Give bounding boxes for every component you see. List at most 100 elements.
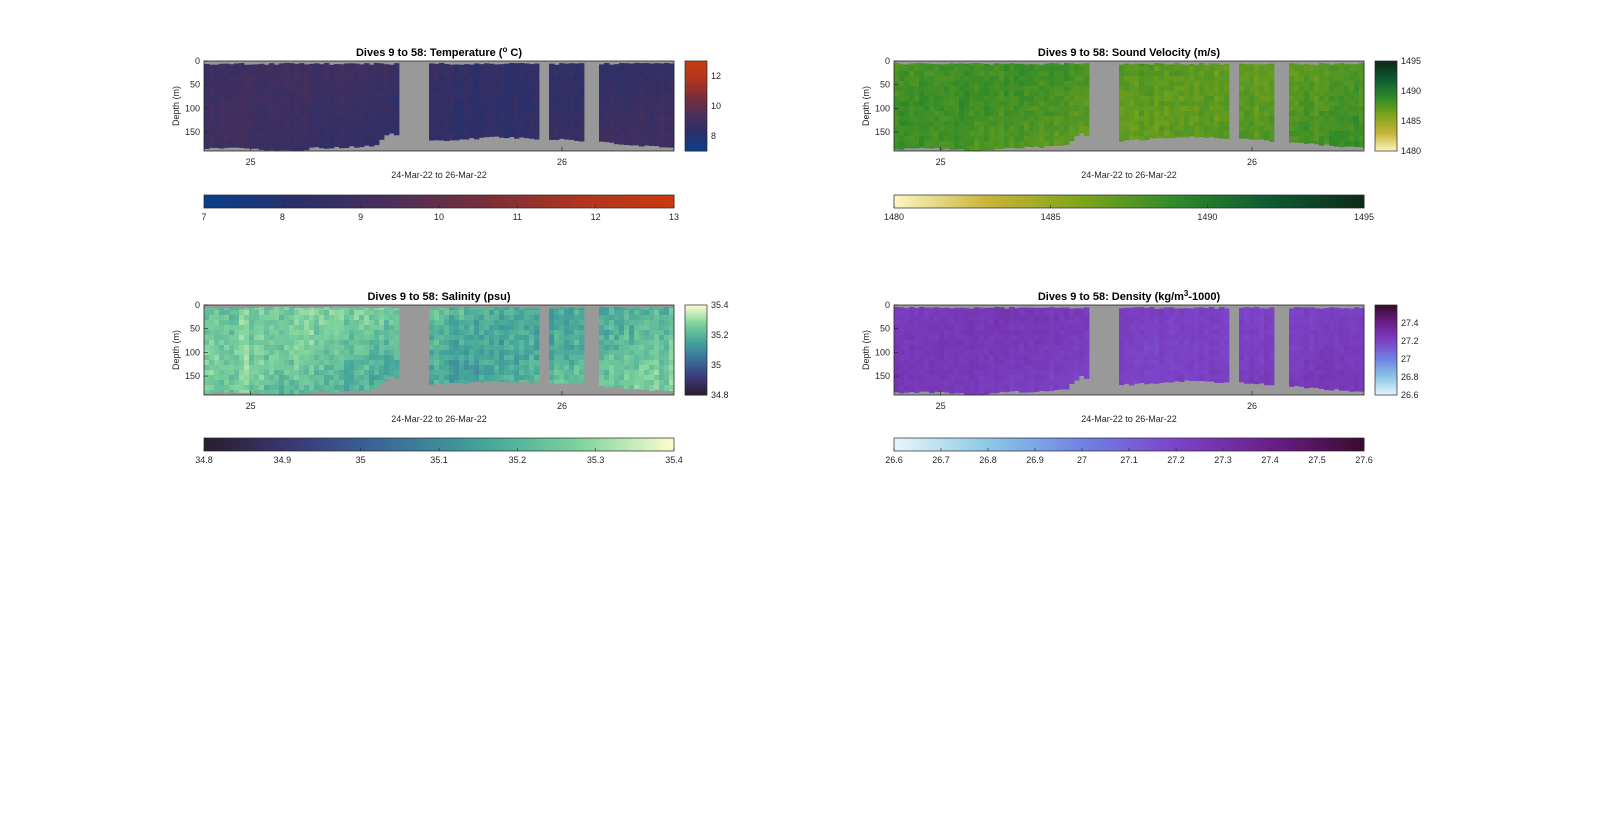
salinity-cell bbox=[479, 365, 485, 371]
temperature-side-colorbar-segment bbox=[685, 91, 707, 93]
temperature-cell bbox=[234, 131, 240, 137]
salinity-cell bbox=[204, 365, 210, 371]
sound-velocity-cell bbox=[1244, 96, 1250, 102]
sound-velocity-bottom-colorbar-segment bbox=[1258, 195, 1263, 208]
temperature-cell bbox=[319, 106, 325, 112]
sound-velocity-cell bbox=[1054, 86, 1060, 92]
temperature-cell bbox=[509, 121, 515, 127]
temperature-cell bbox=[294, 66, 300, 72]
sound-velocity-cell bbox=[1249, 136, 1255, 140]
salinity-bottom-colorbar-segment bbox=[587, 438, 593, 451]
salinity-cell bbox=[254, 325, 260, 331]
salinity-cell bbox=[254, 310, 260, 316]
salinity-cell bbox=[349, 355, 355, 361]
salinity-bottom-colorbar-segment bbox=[564, 438, 569, 451]
salinity-cell bbox=[289, 390, 295, 395]
sound-velocity-cell bbox=[1159, 116, 1165, 122]
temperature-cell bbox=[529, 116, 535, 122]
temperature-cell bbox=[299, 71, 305, 77]
temperature-cell bbox=[449, 76, 455, 82]
salinity-cell bbox=[344, 307, 350, 311]
salinity-bottom-colorbar-segment bbox=[254, 438, 260, 451]
sound-velocity-cell bbox=[1324, 126, 1330, 132]
salinity-cell bbox=[319, 345, 325, 351]
salinity-cell bbox=[434, 335, 440, 341]
salinity-side-colorbar-segment bbox=[685, 315, 707, 318]
sound-velocity-cell bbox=[969, 136, 975, 142]
salinity-cell bbox=[204, 385, 210, 391]
temperature-cell bbox=[449, 71, 455, 77]
salinity-cell bbox=[344, 385, 350, 391]
salinity-cell bbox=[234, 355, 240, 361]
salinity-bottom-colorbar-segment bbox=[548, 438, 554, 451]
sound-velocity-cell bbox=[1129, 91, 1135, 97]
salinity-bottom-colorbar-segment bbox=[623, 438, 628, 451]
sound-velocity-cell bbox=[1149, 116, 1155, 122]
sound-velocity-cell bbox=[939, 141, 945, 147]
temperature-cell bbox=[534, 71, 540, 77]
temperature-cell bbox=[614, 91, 620, 97]
sound-velocity-cell bbox=[1324, 71, 1330, 77]
salinity-cell bbox=[489, 360, 495, 366]
sound-velocity-bottom-colorbar-segment bbox=[897, 195, 903, 208]
sound-velocity-cell bbox=[1064, 111, 1070, 117]
temperature-cell bbox=[554, 86, 560, 92]
salinity-cell bbox=[249, 340, 255, 346]
temperature-cell bbox=[229, 101, 235, 107]
sound-velocity-cell bbox=[934, 141, 940, 147]
temperature-cell bbox=[499, 131, 505, 137]
sound-velocity-cell bbox=[964, 66, 970, 72]
temperature-cell bbox=[439, 62, 445, 67]
salinity-cell bbox=[629, 385, 635, 390]
salinity-cell bbox=[504, 365, 510, 371]
temperature-cell bbox=[364, 71, 370, 77]
sound-velocity-cell bbox=[1294, 136, 1300, 142]
salinity-cell bbox=[299, 320, 305, 326]
temperature-cell bbox=[314, 81, 320, 87]
sound-velocity-cell bbox=[1029, 66, 1035, 72]
sound-velocity-cell bbox=[1339, 141, 1345, 147]
sound-velocity-cell bbox=[1299, 116, 1305, 122]
salinity-cell bbox=[239, 365, 245, 371]
temperature-side-colorbar-segment bbox=[685, 71, 707, 74]
temperature-cell bbox=[284, 116, 290, 122]
sound-velocity-cell bbox=[1334, 111, 1340, 117]
sound-velocity-cell bbox=[1204, 106, 1210, 112]
sound-velocity-cell bbox=[1159, 136, 1165, 139]
salinity-cell bbox=[319, 330, 325, 336]
sound-velocity-cell bbox=[1049, 86, 1055, 92]
sound-velocity-cell bbox=[1219, 96, 1225, 102]
sound-velocity-cell bbox=[1059, 96, 1065, 102]
salinity-cell bbox=[574, 315, 580, 321]
salinity-cell bbox=[284, 330, 290, 336]
temperature-bottom-colorbar-segment bbox=[403, 195, 409, 208]
temperature-cell bbox=[244, 76, 250, 82]
sound-velocity-cell bbox=[1149, 101, 1155, 107]
salinity-cell bbox=[269, 355, 275, 361]
sound-velocity-cell bbox=[1134, 116, 1140, 122]
temperature-cell bbox=[369, 106, 375, 112]
salinity-cell bbox=[324, 325, 330, 331]
salinity-cell bbox=[469, 365, 475, 371]
sound-velocity-side-colorbar-segment bbox=[1375, 95, 1397, 98]
temperature-cell bbox=[374, 86, 380, 92]
salinity-cell bbox=[249, 335, 255, 341]
sound-velocity-cell bbox=[1144, 106, 1150, 112]
salinity-bottom-colorbar-segment bbox=[301, 438, 307, 451]
salinity-cell bbox=[349, 320, 355, 326]
salinity-cell bbox=[299, 350, 305, 356]
temperature-cell bbox=[434, 111, 440, 117]
sound-velocity-cell bbox=[1329, 121, 1335, 127]
temperature-cell bbox=[604, 131, 610, 137]
salinity-cell bbox=[284, 390, 290, 396]
temperature-cell bbox=[204, 101, 210, 107]
temperature-cell bbox=[669, 141, 675, 147]
sound-velocity-cell bbox=[1129, 101, 1135, 107]
sound-velocity-cell bbox=[1159, 91, 1165, 97]
temperature-cell bbox=[509, 76, 515, 82]
temperature-cell bbox=[274, 131, 280, 137]
sound-velocity-cell bbox=[894, 136, 900, 142]
salinity-cell bbox=[224, 308, 230, 311]
temperature-cell bbox=[264, 91, 270, 97]
salinity-cell bbox=[364, 350, 370, 356]
